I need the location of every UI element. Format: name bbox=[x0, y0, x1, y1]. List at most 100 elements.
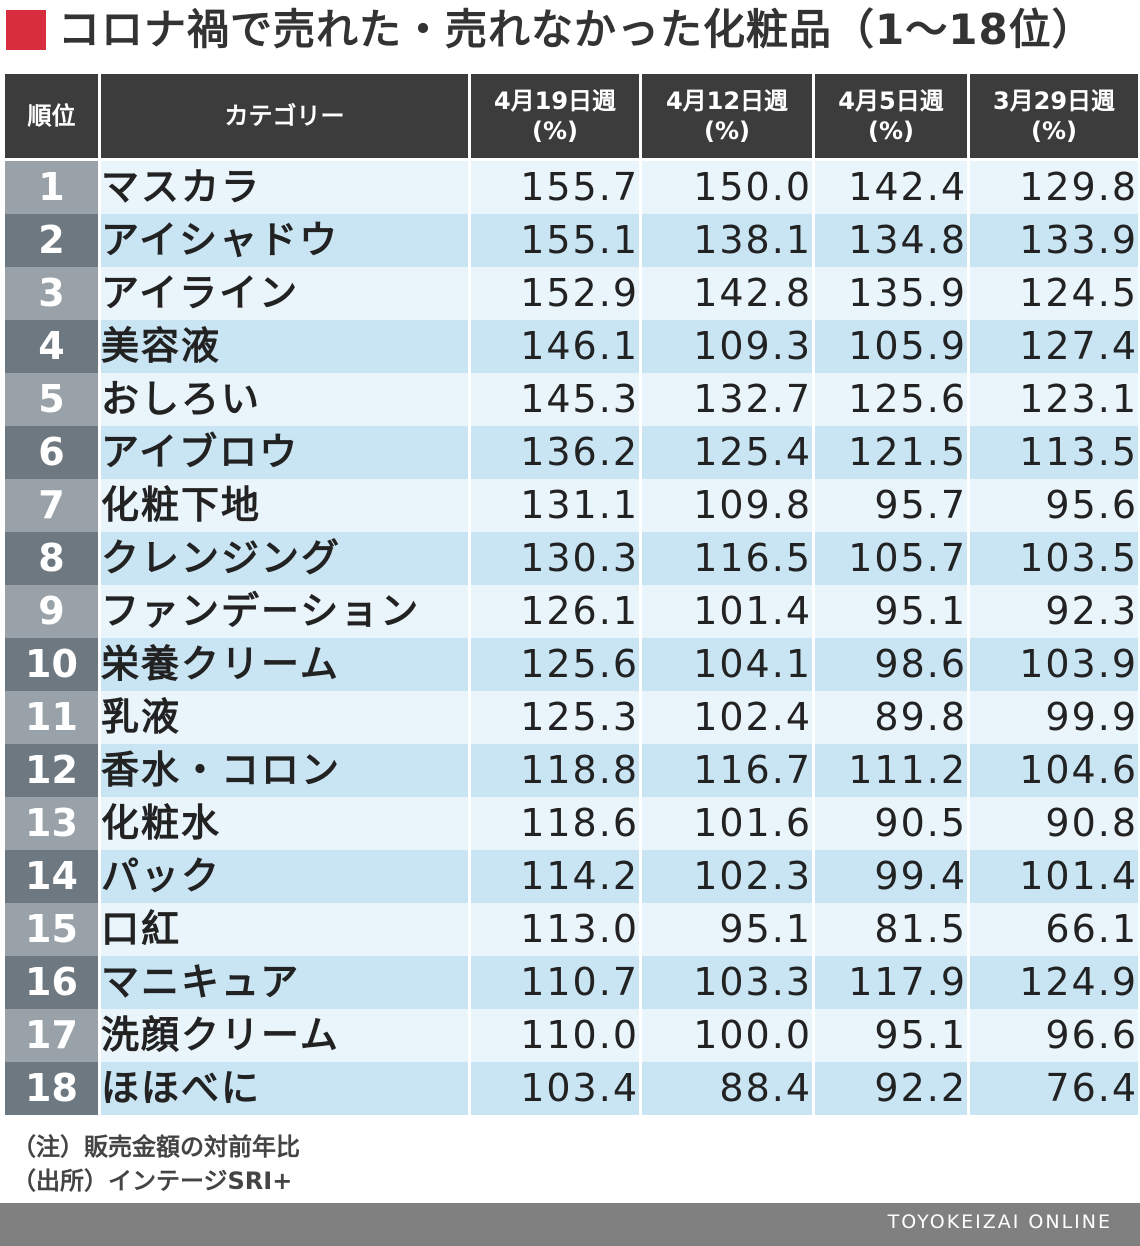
table-row: 14 パック 114.2 102.3 99.4 101.4 bbox=[5, 850, 1138, 903]
category-cell: 口紅 bbox=[101, 903, 468, 956]
week-0419-cell: 145.3 bbox=[471, 373, 639, 426]
week-0419-cell: 110.0 bbox=[471, 1009, 639, 1062]
week-0405-cell: 105.9 bbox=[815, 320, 967, 373]
rank-cell: 7 bbox=[5, 479, 98, 532]
rank-cell: 3 bbox=[5, 267, 98, 320]
week-0405-cell: 95.7 bbox=[815, 479, 967, 532]
week-0419-cell: 146.1 bbox=[471, 320, 639, 373]
week-0412-cell: 103.3 bbox=[642, 956, 812, 1009]
rank-cell: 1 bbox=[5, 161, 98, 214]
week-0329-cell: 66.1 bbox=[970, 903, 1138, 956]
week-0412-cell: 132.7 bbox=[642, 373, 812, 426]
category-cell: アイシャドウ bbox=[101, 214, 468, 267]
week-0419-cell: 155.7 bbox=[471, 161, 639, 214]
week-0419-cell: 126.1 bbox=[471, 585, 639, 638]
rank-cell: 12 bbox=[5, 744, 98, 797]
category-cell: 化粧水 bbox=[101, 797, 468, 850]
week-0412-cell: 100.0 bbox=[642, 1009, 812, 1062]
week-0412-cell: 116.5 bbox=[642, 532, 812, 585]
week-0405-cell: 117.9 bbox=[815, 956, 967, 1009]
category-cell: マニキュア bbox=[101, 956, 468, 1009]
header-week-0329: 3月29日週 (%) bbox=[970, 74, 1138, 161]
week-0419-cell: 103.4 bbox=[471, 1062, 639, 1115]
week-0412-cell: 88.4 bbox=[642, 1062, 812, 1115]
table-row: 17 洗顔クリーム 110.0 100.0 95.1 96.6 bbox=[5, 1009, 1138, 1062]
week-0329-cell: 76.4 bbox=[970, 1062, 1138, 1115]
category-cell: ほほべに bbox=[101, 1062, 468, 1115]
table-row: 5 おしろい 145.3 132.7 125.6 123.1 bbox=[5, 373, 1138, 426]
week-0329-cell: 96.6 bbox=[970, 1009, 1138, 1062]
category-cell: 栄養クリーム bbox=[101, 638, 468, 691]
week-0329-cell: 124.5 bbox=[970, 267, 1138, 320]
footer-bar: TOYOKEIZAI ONLINE bbox=[0, 1203, 1140, 1246]
header-week-0405: 4月5日週 (%) bbox=[815, 74, 967, 161]
week-0329-cell: 103.5 bbox=[970, 532, 1138, 585]
rank-cell: 8 bbox=[5, 532, 98, 585]
week-0405-cell: 92.2 bbox=[815, 1062, 967, 1115]
category-cell: パック bbox=[101, 850, 468, 903]
week-0329-cell: 129.8 bbox=[970, 161, 1138, 214]
header-week-0329-date: 3月29日週 bbox=[992, 87, 1116, 115]
week-0412-cell: 125.4 bbox=[642, 426, 812, 479]
category-cell: アイブロウ bbox=[101, 426, 468, 479]
table-row: 8 クレンジング 130.3 116.5 105.7 103.5 bbox=[5, 532, 1138, 585]
rank-cell: 16 bbox=[5, 956, 98, 1009]
table-row: 18 ほほべに 103.4 88.4 92.2 76.4 bbox=[5, 1062, 1138, 1115]
table-row: 1 マスカラ 155.7 150.0 142.4 129.8 bbox=[5, 161, 1138, 214]
week-0329-cell: 92.3 bbox=[970, 585, 1138, 638]
week-0412-cell: 109.3 bbox=[642, 320, 812, 373]
week-0412-cell: 142.8 bbox=[642, 267, 812, 320]
rank-cell: 4 bbox=[5, 320, 98, 373]
week-0405-cell: 98.6 bbox=[815, 638, 967, 691]
week-0419-cell: 118.6 bbox=[471, 797, 639, 850]
week-0329-cell: 90.8 bbox=[970, 797, 1138, 850]
week-0329-cell: 103.9 bbox=[970, 638, 1138, 691]
header-week-0412: 4月12日週 (%) bbox=[642, 74, 812, 161]
week-0412-cell: 104.1 bbox=[642, 638, 812, 691]
header-week-0419-date: 4月19日週 bbox=[493, 87, 617, 115]
category-cell: ファンデーション bbox=[101, 585, 468, 638]
table-row: 12 香水・コロン 118.8 116.7 111.2 104.6 bbox=[5, 744, 1138, 797]
rank-cell: 2 bbox=[5, 214, 98, 267]
week-0419-cell: 136.2 bbox=[471, 426, 639, 479]
table-header-row: 順位 カテゴリー 4月19日週 (%) 4月12日週 (%) 4月5日週 (%) 3月… bbox=[5, 74, 1138, 161]
category-cell: 美容液 bbox=[101, 320, 468, 373]
week-0412-cell: 138.1 bbox=[642, 214, 812, 267]
table-row: 3 アイライン 152.9 142.8 135.9 124.5 bbox=[5, 267, 1138, 320]
week-0419-cell: 125.6 bbox=[471, 638, 639, 691]
ranking-table: 順位 カテゴリー 4月19日週 (%) 4月12日週 (%) 4月5日週 (%) 3月… bbox=[2, 74, 1140, 1115]
category-cell: アイライン bbox=[101, 267, 468, 320]
week-0412-cell: 101.6 bbox=[642, 797, 812, 850]
table-body: 1 マスカラ 155.7 150.0 142.4 129.8 2 アイシャドウ 155.1 138… bbox=[5, 161, 1138, 1115]
week-0329-cell: 124.9 bbox=[970, 956, 1138, 1009]
week-0405-cell: 111.2 bbox=[815, 744, 967, 797]
category-cell: マスカラ bbox=[101, 161, 468, 214]
week-0405-cell: 142.4 bbox=[815, 161, 967, 214]
table-row: 16 マニキュア 110.7 103.3 117.9 124.9 bbox=[5, 956, 1138, 1009]
category-cell: 洗顔クリーム bbox=[101, 1009, 468, 1062]
title-bar: コロナ禍で売れた・売れなかった化粧品（1〜18位） bbox=[0, 0, 1140, 62]
week-0419-cell: 152.9 bbox=[471, 267, 639, 320]
week-0405-cell: 125.6 bbox=[815, 373, 967, 426]
rank-cell: 9 bbox=[5, 585, 98, 638]
rank-cell: 18 bbox=[5, 1062, 98, 1115]
week-0329-cell: 101.4 bbox=[970, 850, 1138, 903]
table-row: 6 アイブロウ 136.2 125.4 121.5 113.5 bbox=[5, 426, 1138, 479]
week-0329-cell: 113.5 bbox=[970, 426, 1138, 479]
week-0419-cell: 130.3 bbox=[471, 532, 639, 585]
table-row: 13 化粧水 118.6 101.6 90.5 90.8 bbox=[5, 797, 1138, 850]
rank-cell: 14 bbox=[5, 850, 98, 903]
chart-title: コロナ禍で売れた・売れなかった化粧品（1〜18位） bbox=[58, 5, 1095, 54]
week-0412-cell: 116.7 bbox=[642, 744, 812, 797]
note-annotation: （注）販売金額の対前年比 bbox=[12, 1133, 300, 1161]
footer-brand: TOYOKEIZAI ONLINE bbox=[887, 1211, 1112, 1233]
week-0419-cell: 125.3 bbox=[471, 691, 639, 744]
week-0329-cell: 99.9 bbox=[970, 691, 1138, 744]
header-week-0419: 4月19日週 (%) bbox=[471, 74, 639, 161]
week-0405-cell: 95.1 bbox=[815, 585, 967, 638]
header-week-0329-unit: (%) bbox=[1031, 117, 1077, 145]
week-0412-cell: 95.1 bbox=[642, 903, 812, 956]
header-week-0412-unit: (%) bbox=[704, 117, 750, 145]
week-0329-cell: 104.6 bbox=[970, 744, 1138, 797]
week-0405-cell: 105.7 bbox=[815, 532, 967, 585]
